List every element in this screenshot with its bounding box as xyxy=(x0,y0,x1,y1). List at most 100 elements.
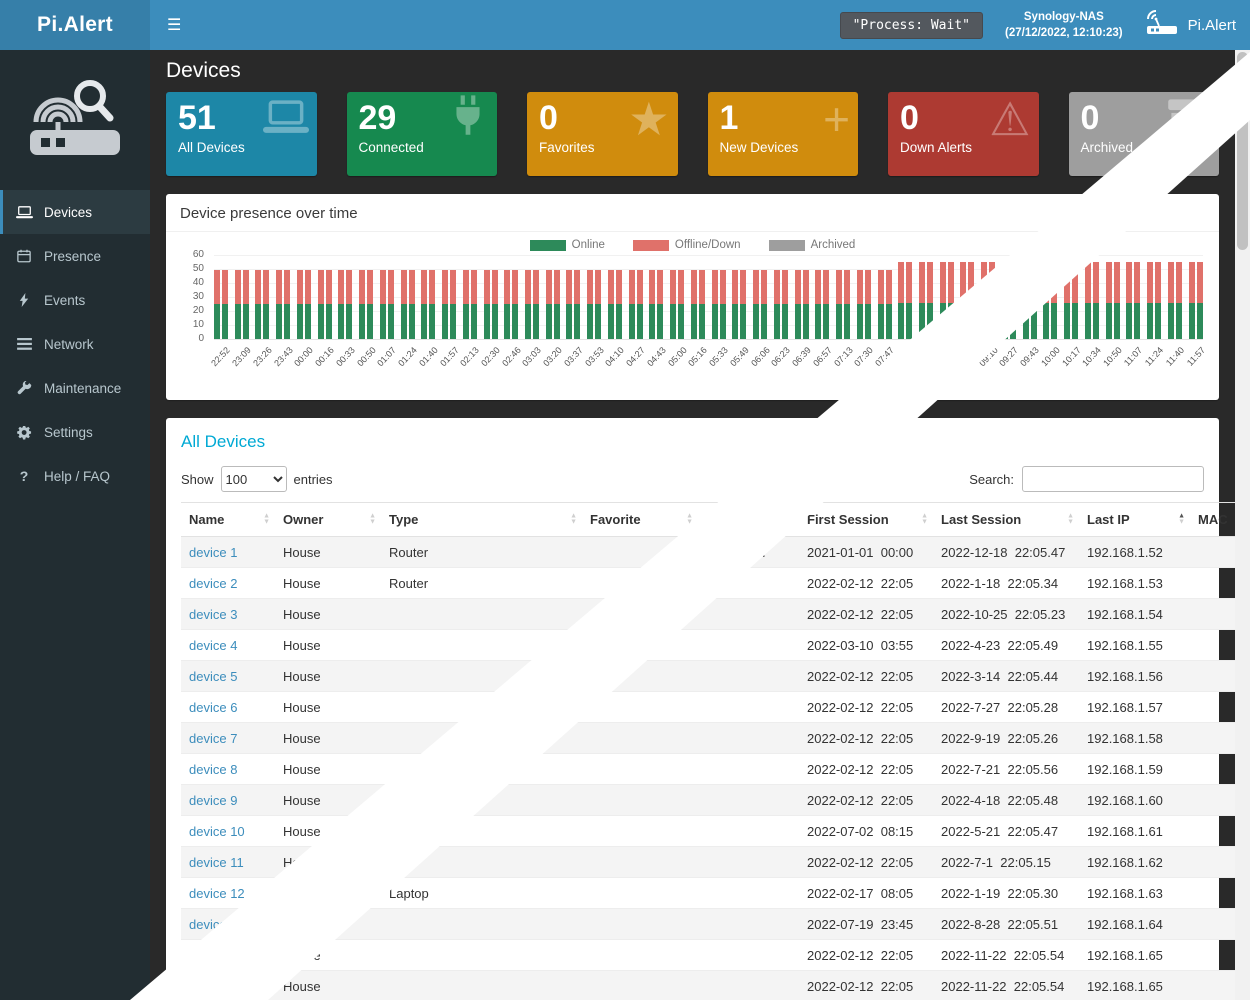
device-link[interactable]: device 10 xyxy=(189,823,245,839)
summary-card-connected[interactable]: 29 Connected xyxy=(346,92,497,176)
x-axis-label: 10:50 xyxy=(1101,345,1124,369)
device-link[interactable]: device 14 xyxy=(189,947,245,963)
column-label: Favorite xyxy=(590,512,641,527)
device-link[interactable]: device 11 xyxy=(189,854,244,870)
sidebar-item-network[interactable]: Network xyxy=(0,322,150,366)
column-label: First Session xyxy=(807,512,889,527)
cell-mac xyxy=(1190,970,1235,1000)
stacked-bar xyxy=(628,270,635,339)
cell-group xyxy=(698,970,799,1000)
bar-group xyxy=(1043,262,1058,339)
device-link[interactable]: device 3 xyxy=(189,606,238,622)
column-header-mac[interactable]: MAC▲▼ xyxy=(1190,502,1235,537)
vertical-scrollbar[interactable] xyxy=(1235,50,1250,1000)
cell-favorite xyxy=(582,784,698,816)
device-link[interactable]: device 9 xyxy=(189,792,238,808)
x-axis-label: 23:43 xyxy=(271,345,295,369)
bar-group xyxy=(338,270,353,339)
device-link[interactable]: device 4 xyxy=(189,637,238,653)
cell-mac xyxy=(1190,784,1235,816)
cell-first_session: 2022-07-19 23:45 xyxy=(799,908,933,940)
sidebar-toggle-button[interactable]: ☰ xyxy=(150,0,198,50)
card-value: 0 xyxy=(1080,99,1100,137)
column-header-first-session[interactable]: First Session ▲ ▼ xyxy=(799,502,933,537)
sidebar-item-devices[interactable]: Devices xyxy=(0,190,150,234)
stacked-bar xyxy=(545,270,552,339)
offline-segment xyxy=(989,262,996,303)
summary-card-all-devices[interactable]: 51 All Devices xyxy=(166,92,317,176)
bar-group xyxy=(379,270,394,339)
devices-table-header: Name ▲ ▼ Owner ▲ ▼ Type ▲ ▼ Favorite ▲ ▼ Group ▲ ▼ Firs… xyxy=(181,502,1235,537)
bar-group xyxy=(1001,262,1016,339)
stacked-bar xyxy=(462,270,469,339)
device-link[interactable]: device 5 xyxy=(189,668,238,684)
column-header-last-session[interactable]: Last Session ▲ ▼ xyxy=(933,502,1079,537)
column-header-last-ip[interactable]: Last IP ▲ ▼ xyxy=(1079,502,1190,537)
device-link[interactable]: device 6 xyxy=(189,699,238,715)
cell-favorite xyxy=(582,815,698,847)
device-link[interactable]: device 14 xyxy=(189,978,245,994)
column-header-type[interactable]: Type ▲ ▼ xyxy=(381,502,582,537)
device-link[interactable]: device 1 xyxy=(189,544,238,560)
bar-group xyxy=(234,270,249,339)
x-axis-label: 06:06 xyxy=(748,345,772,369)
y-axis-label: 50 xyxy=(192,263,204,274)
online-segment xyxy=(338,304,345,339)
device-link[interactable]: device 13 xyxy=(189,916,245,932)
cell-first_session: 2022-02-12 22:05 xyxy=(799,753,933,785)
summary-card-down-alerts[interactable]: ⚠ 0 Down Alerts xyxy=(888,92,1039,176)
sidebar-item-maintenance[interactable]: Maintenance xyxy=(0,366,150,410)
cell-owner: House xyxy=(275,536,381,568)
sidebar-item-help-faq[interactable]: ? Help / FAQ xyxy=(0,454,150,498)
stacked-bar xyxy=(574,270,581,339)
offline-segment xyxy=(338,270,345,304)
bar-group xyxy=(317,270,332,339)
router-scan-icon xyxy=(1145,9,1179,41)
device-link[interactable]: device 12 xyxy=(189,885,245,901)
sort-icon: ▲ ▼ xyxy=(1067,512,1074,526)
top-navbar: Pi.Alert ☰ "Process: Wait" Synology-NAS … xyxy=(0,0,1250,50)
cell-type xyxy=(381,691,582,723)
online-segment xyxy=(1072,302,1079,339)
bar-group xyxy=(462,270,477,339)
brand-logo[interactable]: Pi.Alert xyxy=(0,0,150,50)
y-axis-label: 0 xyxy=(198,333,204,344)
online-segment xyxy=(989,302,996,339)
device-link[interactable]: device 8 xyxy=(189,761,238,777)
online-segment xyxy=(719,304,726,339)
offline-segment xyxy=(214,270,220,304)
sidebar-item-presence[interactable]: Presence xyxy=(0,234,150,278)
chart-bars xyxy=(214,255,1203,339)
y-axis-label: 20 xyxy=(192,305,204,316)
offline-segment xyxy=(753,270,760,304)
summary-card-new-devices[interactable]: +1 New Devices xyxy=(707,92,858,176)
column-header-group[interactable]: Group ▲ ▼ xyxy=(698,502,799,537)
column-header-owner[interactable]: Owner ▲ ▼ xyxy=(275,502,381,537)
scrollbar-thumb[interactable] xyxy=(1237,52,1248,250)
bar-group xyxy=(794,270,809,339)
stacked-bar xyxy=(1105,262,1112,339)
column-header-name[interactable]: Name ▲ ▼ xyxy=(181,502,275,537)
cell-favorite xyxy=(582,877,698,909)
stacked-bar xyxy=(732,270,739,339)
device-link[interactable]: device 2 xyxy=(189,575,238,591)
entries-label: entries xyxy=(293,471,333,487)
summary-card-archived[interactable]: 0 Archived xyxy=(1068,92,1219,176)
sidebar-item-events[interactable]: Events xyxy=(0,278,150,322)
entries-select[interactable]: 100 xyxy=(220,466,287,492)
offline-segment xyxy=(740,270,747,304)
search-wrap: Search: xyxy=(969,466,1204,492)
sort-icon: ▲ ▼ xyxy=(570,512,577,526)
cell-group xyxy=(698,908,799,940)
online-segment xyxy=(222,304,228,339)
search-input[interactable] xyxy=(1022,466,1204,492)
device-link[interactable]: device 7 xyxy=(189,730,238,746)
stacked-bar xyxy=(753,270,760,339)
offline-segment xyxy=(234,270,241,304)
cell-last_session: 2022-7-21 22:05.56 xyxy=(933,753,1079,785)
summary-card-favorites[interactable]: ★ 0 Favorites xyxy=(527,92,678,176)
column-header-favorite[interactable]: Favorite ▲ ▼ xyxy=(582,502,698,537)
sidebar-item-settings[interactable]: Settings xyxy=(0,410,150,454)
cell-first_session: 2022-02-12 22:05 xyxy=(799,722,933,754)
